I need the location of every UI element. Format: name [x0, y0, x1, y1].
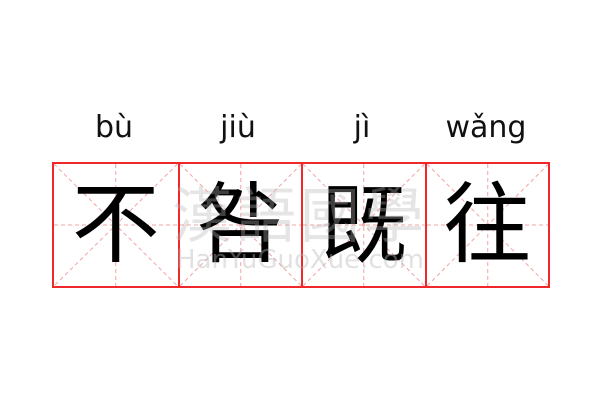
character-cell-3: 既 [301, 164, 425, 286]
character-4: 往 [443, 173, 532, 276]
pinyin-3: jì [353, 110, 371, 145]
pinyin-2: jiù [220, 110, 256, 145]
character-grid: 不 咎 既 往 [52, 162, 550, 288]
character-cell-4: 往 [424, 164, 549, 286]
character-cell-2: 咎 [177, 164, 302, 286]
guide-lines [427, 164, 549, 286]
pinyin-row: bù jiù jì wǎng [52, 106, 548, 150]
guide-lines [180, 164, 302, 286]
pinyin-1: bù [94, 110, 134, 145]
character-cell-1: 不 [54, 164, 178, 286]
character-1: 不 [71, 173, 160, 276]
guide-lines [303, 164, 425, 286]
character-2: 咎 [196, 173, 285, 276]
guide-lines [54, 164, 178, 286]
character-3: 既 [319, 173, 408, 276]
pinyin-4: wǎng [445, 110, 527, 145]
